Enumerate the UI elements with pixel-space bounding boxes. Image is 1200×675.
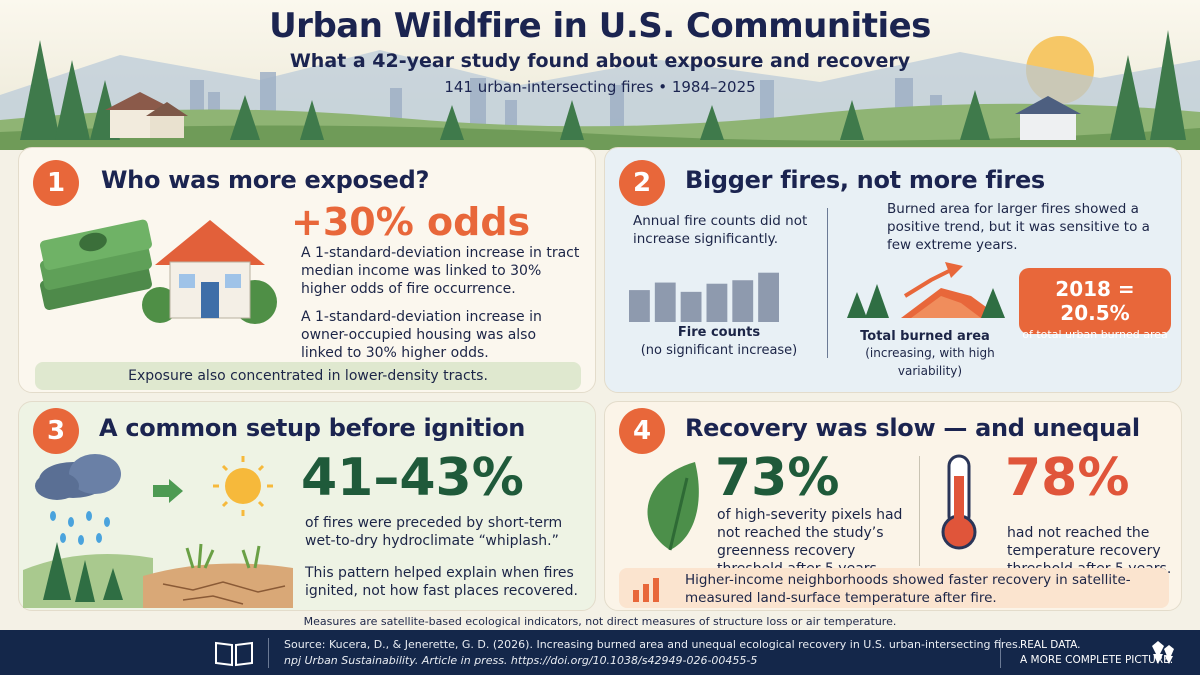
burned-area-text: Burned area for larger fires showed a po… (887, 201, 1150, 253)
panel-title: A common setup before ignition (99, 414, 526, 442)
bar-chart-icon (633, 578, 659, 602)
page-subtitle: What a 42-year study found about exposur… (289, 50, 911, 72)
panel-title: Recovery was slow — and unequal (685, 414, 1140, 442)
panel-fire-size: 2 Bigger fires, not more fires Annual fi… (604, 147, 1182, 393)
divider (268, 638, 269, 668)
source-line-1: Source: Kucera, D., & Jenerette, G. D. (… (284, 638, 1022, 651)
panel-ignition: 3 A common setup before ignition 41–43% (18, 401, 596, 611)
panel-title: Bigger fires, not more fires (685, 166, 1045, 194)
source-citation: Source: Kucera, D., & Jenerette, G. D. (… (284, 637, 1021, 669)
fire-count-bar (654, 282, 676, 322)
panel-number: 2 (619, 160, 665, 206)
whiplash-stat: 41–43% (301, 448, 524, 508)
fire-count-bar (758, 272, 779, 322)
whiplash-text: of fires were preceded by short-term wet… (305, 515, 563, 549)
year-2018-badge: 2018 = 20.5% of total urban burned area (1019, 268, 1171, 341)
income-recovery-text: Higher-income neighborhoods showed faste… (685, 572, 1131, 606)
study-meta: 141 urban-intersecting fires • 1984–2025 (444, 78, 756, 96)
fire-count-text: Annual fire counts did not increase sign… (633, 213, 808, 247)
housing-text: A 1-standard-deviation increase in owner… (301, 309, 542, 361)
trees-icon (1152, 641, 1174, 664)
density-note: Exposure also concentrated in lower-dens… (35, 362, 581, 390)
footer: Source: Kucera, D., & Jenerette, G. D. (… (0, 630, 1200, 675)
income-recovery-note: Higher-income neighborhoods showed faste… (619, 568, 1169, 608)
wet-to-dry-illustration (23, 454, 293, 608)
temperature-stat: 78% (1005, 448, 1130, 508)
fire-count-caption: Fire counts (677, 325, 761, 340)
tagline-line-1: REAL DATA. (1020, 639, 1081, 651)
burned-area-caption: Total burned area (860, 329, 990, 344)
panel-number: 1 (33, 160, 79, 206)
panel-number: 4 (619, 408, 665, 454)
page-title: Urban Wildfire in U.S. Communities (269, 6, 931, 46)
ignition-text: This pattern helped explain when fires i… (305, 565, 578, 599)
tagline: REAL DATA. A MORE COMPLETE PICTURE. (1020, 638, 1173, 668)
fire-count-chart (629, 272, 779, 322)
badge-stat: 2018 = 20.5% (1055, 277, 1135, 325)
fire-count-bar (706, 283, 728, 322)
panel-number: 3 (33, 408, 79, 454)
book-icon (215, 641, 253, 667)
fire-count-bar (680, 291, 702, 322)
income-text: A 1-standard-deviation increase in tract… (301, 245, 580, 297)
burned-area-icon (847, 262, 1005, 318)
panel-title: Who was more exposed? (101, 166, 430, 194)
landscape-illustration (0, 30, 1200, 150)
divider (919, 456, 920, 566)
leaf-icon (647, 462, 699, 551)
badge-caption: of total urban burned area (1022, 328, 1168, 341)
source-line-2: npj Urban Sustainability. Article in pre… (284, 654, 758, 667)
header-illustration: Urban Wildfire in U.S. Communities What … (0, 0, 1200, 150)
divider (1000, 638, 1001, 668)
burned-area-subcaption: (increasing, with high variability) (865, 346, 995, 378)
money-house-icon (39, 219, 277, 324)
odds-stat: +30% odds (291, 200, 531, 244)
divider (827, 208, 828, 358)
fire-count-bar (629, 290, 650, 322)
panel-exposure: 1 Who was more exposed? +30% odds A 1-st… (18, 147, 596, 393)
fire-count-bar (732, 280, 754, 322)
fire-count-subcaption: (no significant increase) (640, 343, 798, 358)
tagline-line-2: A MORE COMPLETE PICTURE. (1020, 654, 1174, 666)
panel-recovery: 4 Recovery was slow — and unequal 73% of… (604, 401, 1182, 611)
thermometer-icon (941, 454, 977, 550)
greenness-stat: 73% (715, 448, 840, 508)
measurement-note: Measures are satellite-based ecological … (303, 615, 897, 628)
